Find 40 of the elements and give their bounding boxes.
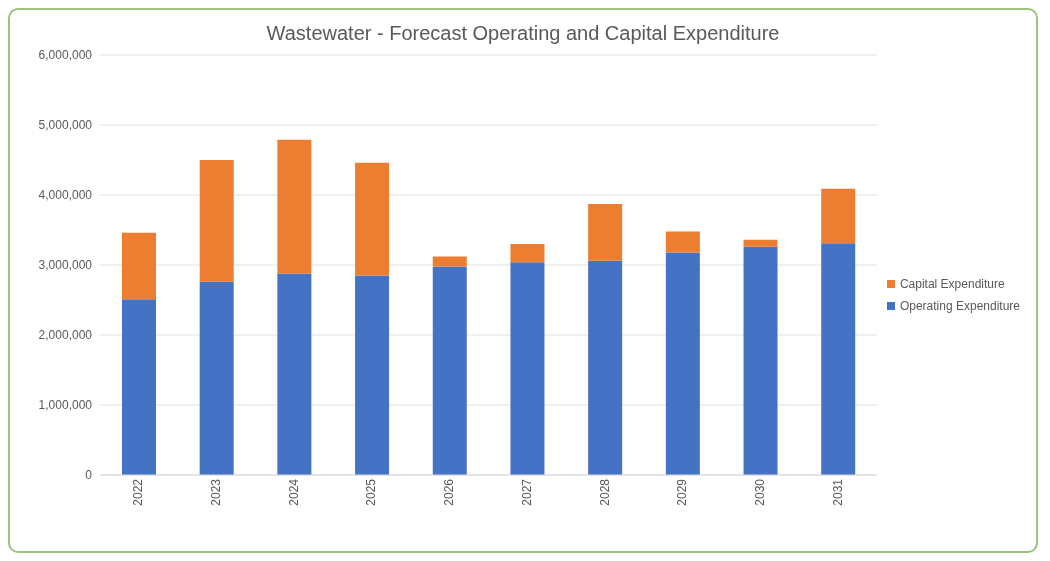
bar <box>821 188 856 244</box>
x-tick-label: 2030 <box>752 478 767 506</box>
x-tick-label: 2022 <box>131 478 146 506</box>
bar <box>122 299 156 475</box>
bar <box>277 139 312 274</box>
y-tick-label: 6,000,000 <box>38 48 93 63</box>
bar <box>588 260 623 475</box>
bar <box>588 204 623 261</box>
x-tick-label: 2031 <box>830 478 845 506</box>
bar <box>821 243 856 475</box>
bar <box>510 262 545 475</box>
x-tick-label: 2023 <box>209 478 224 506</box>
bar <box>355 162 390 276</box>
bar <box>743 239 778 247</box>
bar <box>432 266 467 475</box>
bar <box>277 273 312 475</box>
bar <box>432 256 467 267</box>
y-tick-label: 2,000,000 <box>38 328 93 343</box>
y-tick-label: 3,000,000 <box>38 258 93 273</box>
x-tick-label: 2026 <box>442 478 457 506</box>
bar <box>122 232 156 300</box>
x-tick-label: 2028 <box>597 478 612 506</box>
bar <box>743 246 778 475</box>
y-tick-label: 1,000,000 <box>38 398 93 413</box>
bar <box>510 244 545 263</box>
x-tick-label: 2024 <box>286 478 301 506</box>
y-tick-label: 5,000,000 <box>38 118 93 133</box>
x-tick-label: 2027 <box>519 478 534 506</box>
legend-label: Capital Expenditure <box>899 277 1005 291</box>
y-tick-label: 4,000,000 <box>38 188 93 203</box>
bar <box>199 160 234 282</box>
chart-title: Wastewater - Forecast Operating and Capital Expenditure <box>265 22 781 45</box>
bar <box>665 231 700 253</box>
x-tick-label: 2025 <box>364 478 379 506</box>
legend-label: Operating Expenditure <box>899 299 1020 313</box>
bar <box>665 252 700 475</box>
bar <box>199 281 234 475</box>
y-tick-label: 0 <box>85 468 93 483</box>
x-tick-label: 2029 <box>675 478 690 506</box>
bar <box>355 275 390 475</box>
